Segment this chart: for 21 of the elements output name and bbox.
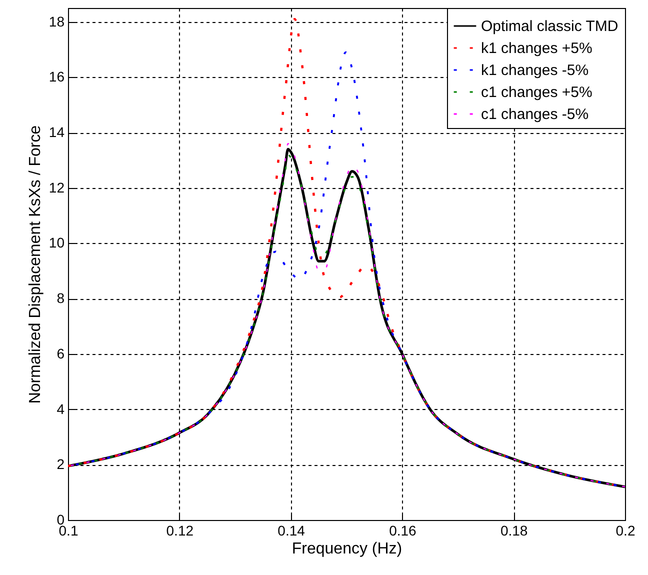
legend-label: k1 changes +5% — [481, 40, 592, 57]
x-tick-label: 0.2 — [616, 522, 636, 538]
y-tick-label: 8 — [56, 290, 65, 306]
x-tick-label: 0.12 — [166, 522, 194, 538]
y-tick-label: 14 — [48, 124, 65, 140]
y-tick-label: 18 — [48, 13, 65, 30]
y-tick-label: 10 — [48, 234, 65, 251]
x-axis-title: Frequency (Hz) — [292, 540, 402, 558]
y-tick-label: 2 — [56, 456, 65, 472]
y-tick-label: 4 — [56, 400, 65, 417]
legend-label: k1 changes -5% — [481, 62, 589, 79]
x-tick-label: 0.14 — [278, 522, 306, 538]
x-tick-label: 0.18 — [500, 522, 528, 538]
legend-label: Optimal classic TMD — [481, 18, 618, 35]
y-tick-label: 6 — [56, 345, 65, 362]
y-tick-label: 12 — [48, 179, 65, 196]
y-tick-label: 16 — [48, 68, 65, 85]
x-tick-label: 0.16 — [389, 522, 417, 538]
legend-label: c1 changes +5% — [481, 84, 592, 101]
y-axis-title: Normalized Displacement KsXs / Force — [26, 125, 44, 404]
legend-label: c1 changes -5% — [481, 106, 589, 123]
